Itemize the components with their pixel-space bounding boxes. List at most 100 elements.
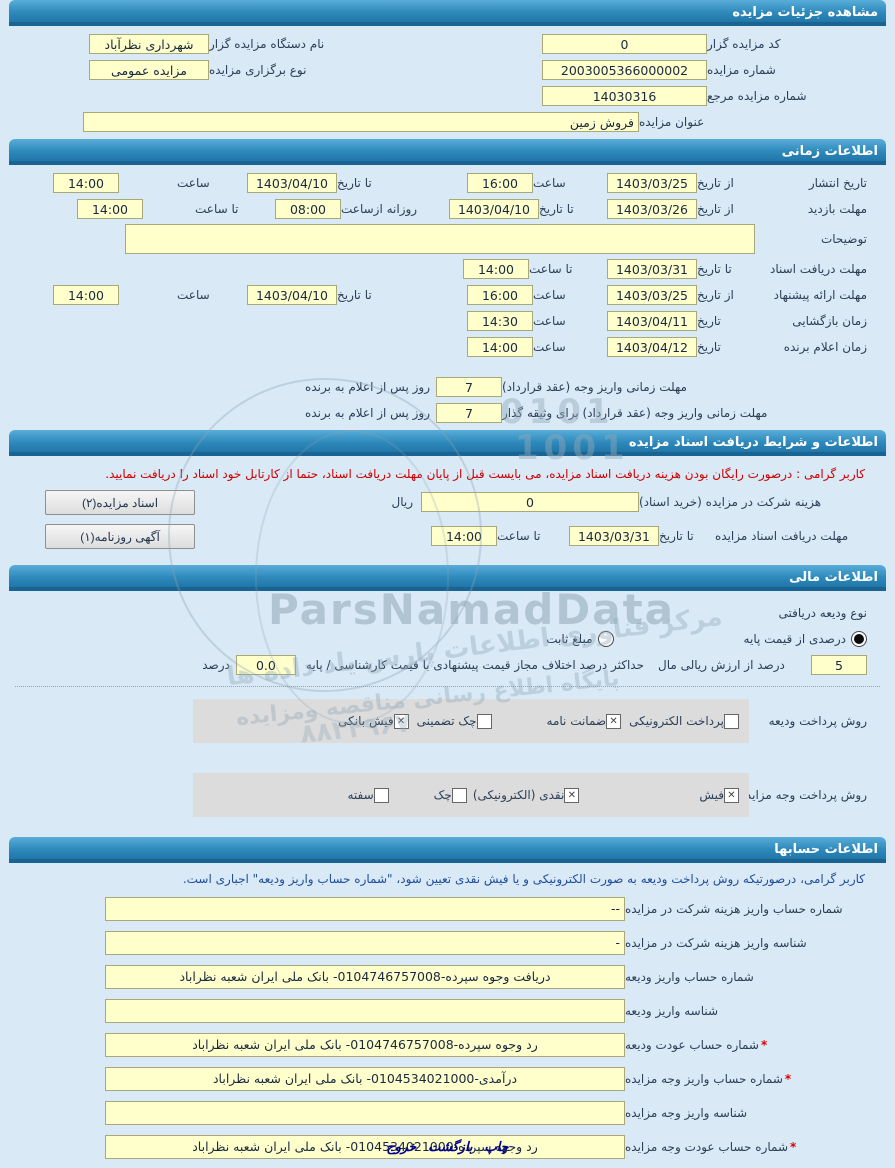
fixed-amount-radio[interactable] [597,631,614,647]
opening-time-row: زمان بازگشایی تاریخ 1403/04/11 ساعت 14:3… [0,308,895,334]
hour-label: ساعت [533,340,566,354]
guarantee-letter-label: ضمانت نامه [546,714,607,728]
electronic-payment-label: پرداخت الکترونیکی [629,714,724,728]
docs-section: کاربر گرامی : درصورت رایگان بودن هزینه د… [0,456,895,557]
auction-documents-button[interactable]: اسناد مزایده(۲) [45,489,195,515]
offer-to-time-field[interactable]: 14:00 [53,285,119,305]
print-link[interactable]: چاپ [484,1140,509,1155]
opening-time-field[interactable]: 14:30 [467,311,533,331]
auction-payment-id-field[interactable] [105,1101,625,1125]
doc-deadline-time-field[interactable]: 14:00 [463,259,529,279]
newspaper-ad-button[interactable]: آگهی روزنامه(۱) [45,523,195,549]
percent-of-base-price-label: درصدی از قیمت پایه [743,632,846,646]
check-checkbox[interactable] [451,787,467,803]
to-date-label: تا تاریخ [337,176,372,190]
from-date-label: از تاریخ [697,176,734,190]
opening-date-field[interactable]: 1403/04/11 [607,311,697,331]
winner-date-field[interactable]: 1403/04/12 [607,337,697,357]
deposit-account-field[interactable]: دریافت وجوه سپرده-0104746757008- بانک مل… [105,965,625,989]
holding-type-field[interactable]: مزایده عمومی [89,60,209,80]
auction-title-field[interactable]: فروش زمین [83,112,639,132]
offer-from-date-field[interactable]: 1403/03/25 [607,285,697,305]
payment-method-row: روش پرداخت وجه مزایده فیش نقدی (الکترونی… [0,767,895,823]
doc-deadline-date-field[interactable]: 1403/03/31 [607,259,697,279]
publish-to-time-field[interactable]: 14:00 [53,173,119,193]
offer-from-time-field[interactable]: 16:00 [467,285,533,305]
table-row: شناسه واریز ودیعه [0,994,895,1028]
auction-title-label: عنوان مزایده [639,115,705,129]
account-row-label: شماره حساب واریز هزینه شرکت در مزایده [625,902,843,916]
fee-deposit-id-field[interactable]: - [105,931,625,955]
payment-deadline-days-field[interactable]: 7 [436,377,502,397]
table-row: شماره حساب واریز ودیعه دریافت وجوه سپرده… [0,960,895,994]
visit-to-date-field[interactable]: 1403/04/10 [449,199,539,219]
account-row-label: شماره حساب واریز ودیعه [625,970,754,984]
deposit-id-field[interactable] [105,999,625,1023]
visit-from-date-field[interactable]: 1403/03/26 [607,199,697,219]
publish-to-date-field[interactable]: 1403/04/10 [247,173,337,193]
promissory-note-checkbox[interactable] [373,787,389,803]
bank-slip-label: فیش بانکی [338,714,394,728]
deposit-method-label: روش پرداخت ودیعه [768,714,867,728]
notes-row: توضیحات [0,222,895,256]
ref-number-field[interactable]: 14030316 [542,86,707,106]
hour-label: ساعت [177,176,210,190]
fee-deposit-account-field[interactable]: -- [105,897,625,921]
winner-time-field[interactable]: 14:00 [467,337,533,357]
bank-slip-checkbox[interactable] [393,713,409,729]
docs-deadline-row: مهلت دریافت اسناد مزایده تا تاریخ 1403/0… [0,519,895,553]
accounts-section: کاربر گرامی، درصورتیکه روش پرداخت ودیعه … [0,863,895,1168]
accounts-note-text: کاربر گرامی، درصورتیکه روش پرداخت ودیعه … [182,872,865,886]
percent-of-base-price-radio[interactable] [851,631,867,647]
docs-deadline-time-field[interactable]: 14:00 [431,526,497,546]
deposit-refund-account-field[interactable]: رد وجوه سپرده-0104746757008- بانک ملی ای… [105,1033,625,1057]
publish-from-time-field[interactable]: 16:00 [467,173,533,193]
docs-deadline-label: مهلت دریافت اسناد مزایده [715,529,849,543]
daily-from-hour-label: روزانه ازساعت [341,202,418,216]
to-date-label: تا تاریخ [659,529,694,543]
from-date-label: از تاریخ [697,288,734,302]
auction-number-field[interactable]: 2003005366000002 [542,60,707,80]
offer-to-date-field[interactable]: 1403/04/10 [247,285,337,305]
required-star: * [790,1140,797,1154]
to-date-label: تا تاریخ [539,202,574,216]
docs-warning-text: کاربر گرامی : درصورت رایگان بودن هزینه د… [105,467,865,481]
table-row: شناسه واریز وجه مزایده [0,1096,895,1130]
payment-deadline-guarantor-label: مهلت زمانی واریز وجه (عقد قرارداد) برای … [502,406,768,420]
exit-link[interactable]: خروج [386,1140,417,1155]
max-price-diff-field[interactable]: 0.0 [235,655,296,675]
slip-label: فیش [699,788,724,802]
time-section-header: اطلاعات زمانی [9,139,886,165]
slip-checkbox[interactable] [724,787,739,803]
payment-method-label: روش پرداخت وجه مزایده [739,788,867,802]
publish-from-date-field[interactable]: 1403/03/25 [607,173,697,193]
page-title: مشاهده جزئیات مزایده [9,0,886,26]
offer-label: مهلت ارائه پیشنهاد [773,288,867,302]
payment-deadline-row-2: مهلت زمانی واریز وجه (عقد قرارداد) برای … [0,400,895,426]
until-hour-label: تا ساعت [529,262,573,276]
agency-field[interactable]: شهرداری نظرآباد [89,34,209,54]
participation-fee-field[interactable]: 0 [421,492,639,512]
publish-label: تاریخ انتشار [808,176,867,190]
deposit-method-row: روش پرداخت ودیعه پرداخت الکترونیکی ضمانت… [0,693,895,749]
auction-payment-account-field[interactable]: درآمدی-0104534021000- بانک ملی ایران شعب… [105,1067,625,1091]
certified-check-checkbox[interactable] [476,713,492,729]
date-label: تاریخ [697,340,721,354]
fixed-amount-label: مبلغ ثابت [546,632,593,646]
cash-electronic-checkbox[interactable] [564,787,580,803]
visit-daily-from-field[interactable]: 08:00 [275,199,341,219]
time-section: تاریخ انتشار از تاریخ 1403/03/25 ساعت 16… [0,165,895,430]
payment-deadline-guarantor-days-field[interactable]: 7 [436,403,502,423]
docs-deadline-date-field[interactable]: 1403/03/31 [569,526,659,546]
auction-code-field[interactable]: 0 [542,34,707,54]
back-link[interactable]: بازگشت [428,1140,473,1155]
guarantee-letter-checkbox[interactable] [606,713,622,729]
notes-field[interactable] [125,224,755,254]
account-row-label: شماره حساب عودت ودیعه [625,1038,759,1052]
visit-daily-to-field[interactable]: 14:00 [77,199,143,219]
doc-deadline-label: مهلت دریافت اسناد [769,262,867,276]
percent-of-value-field[interactable]: 5 [811,655,867,675]
electronic-payment-checkbox[interactable] [724,713,739,729]
account-row-label: شناسه واریز وجه مزایده [625,1106,748,1120]
visit-label: مهلت بازدید [807,202,867,216]
